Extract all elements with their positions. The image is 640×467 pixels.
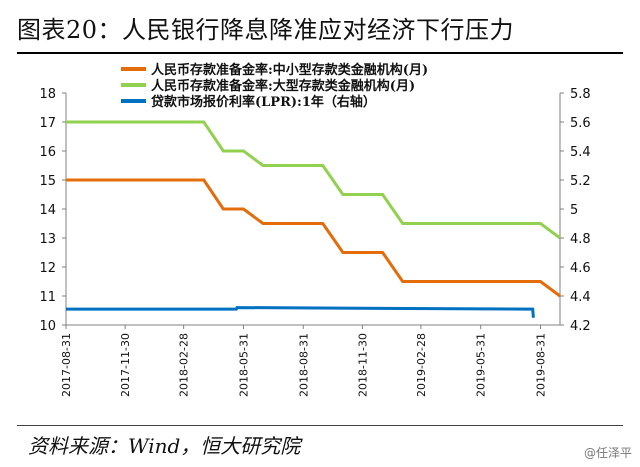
x-tick-label: 2017-08-31	[60, 333, 73, 397]
x-tick-label: 2018-05-31	[237, 333, 250, 397]
y-right-tick-label: 4.8	[570, 232, 591, 247]
legend: 人民币存款准备金率:中小型存款类金融机构(月)人民币存款准备金率:大型存款类金融…	[121, 62, 428, 110]
source-note: 资料来源：Wind，恒大研究院	[28, 434, 301, 458]
x-tick-label: 2017-11-30	[119, 333, 132, 397]
legend-label-2: 人民币存款准备金率:大型存款类金融机构(月)	[151, 78, 415, 94]
y-left-tick-label: 16	[39, 145, 56, 160]
y-left-tick-label: 17	[39, 116, 56, 131]
x-tick-label: 2019-05-31	[475, 333, 488, 397]
footer-divider	[17, 425, 623, 426]
y-right-tick-label: 5.8	[570, 87, 591, 102]
y-right-tick-label: 4.2	[570, 319, 591, 334]
y-right-tick-label: 5.4	[570, 145, 591, 160]
series-line-3	[66, 306, 535, 318]
legend-label-3: 贷款市场报价利率(LPR):1年（右轴）	[151, 94, 376, 110]
x-tick-label: 2018-11-30	[356, 333, 369, 397]
series-layer	[65, 120, 561, 318]
axes: 10 11 12 13 14 15 16 17 18 4.2 4.4 4.6 4.8 5 5.2 5.4 5.6…	[39, 87, 590, 397]
chart-title: 图表20：人民银行降息降准应对经济下行压力	[17, 16, 515, 44]
legend-label-1: 人民币存款准备金率:中小型存款类金融机构(月)	[151, 62, 428, 78]
x-tick-label: 2019-02-28	[415, 333, 428, 397]
y-right-tick-label: 4.4	[570, 290, 591, 305]
y-right-tick-label: 5.6	[570, 116, 591, 131]
series-line-1	[66, 178, 561, 298]
watermark: @任泽平	[583, 446, 632, 460]
x-tick-label: 2018-02-28	[178, 333, 191, 397]
y-right-tick-label: 5.2	[570, 174, 591, 189]
y-left-tick-label: 13	[39, 232, 56, 247]
x-tick-label: 2018-08-31	[297, 333, 310, 397]
y-right-tick-label: 5	[570, 203, 578, 218]
y-right-tick-label: 4.6	[570, 261, 591, 276]
y-left-tick-label: 18	[39, 87, 56, 102]
y-left-tick-label: 12	[39, 261, 56, 276]
chart: 10 11 12 13 14 15 16 17 18 4.2 4.4 4.6 4.8 5 5.2 5.4 5.6…	[39, 62, 590, 397]
y-left-tick-label: 11	[39, 290, 56, 305]
series-line-2	[66, 120, 561, 240]
x-tick-label: 2019-08-31	[535, 333, 548, 397]
title-divider	[17, 52, 623, 54]
y-left-tick-label: 14	[39, 203, 56, 218]
y-left-tick-label: 15	[39, 174, 56, 189]
y-left-tick-label: 10	[39, 319, 56, 334]
